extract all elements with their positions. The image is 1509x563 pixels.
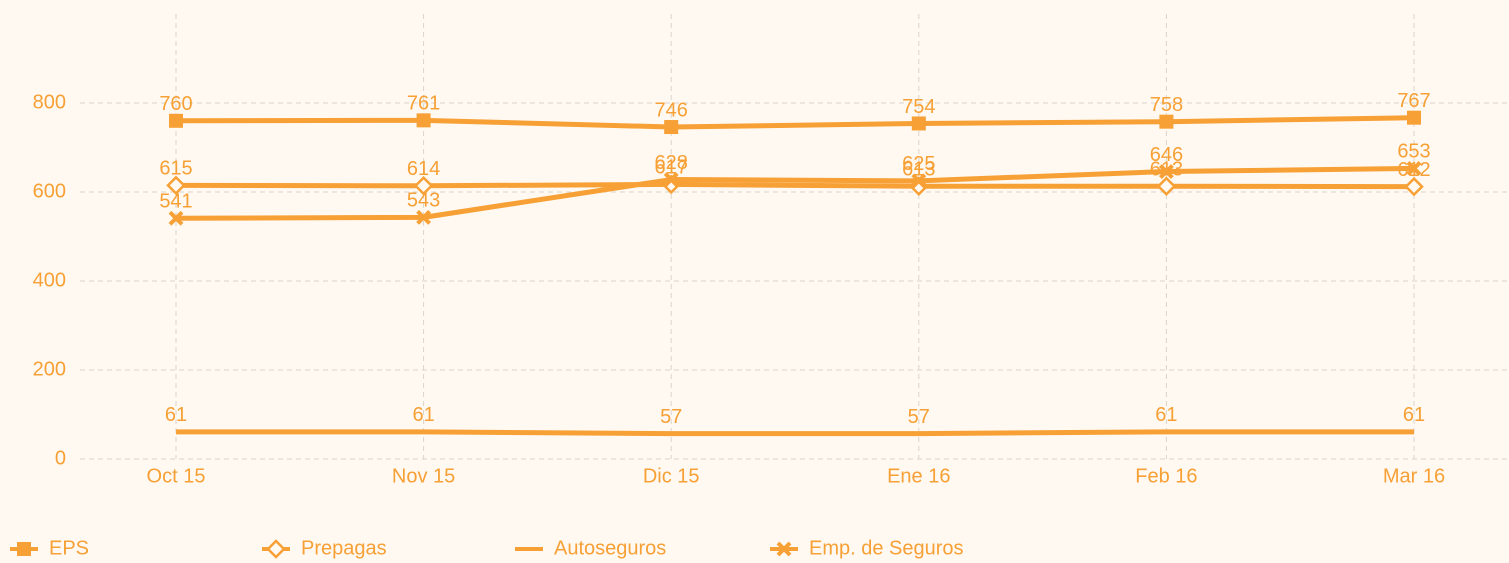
x-tick-label: Ene 16	[887, 465, 950, 487]
marker	[663, 172, 679, 187]
marker	[416, 113, 431, 128]
marker	[1156, 176, 1177, 196]
marker	[1158, 164, 1174, 179]
legend-item: EPS	[10, 537, 89, 559]
data-label: 628	[655, 152, 688, 174]
x-tick-label: Oct 15	[147, 465, 206, 487]
x-tick-label: Feb 16	[1135, 465, 1197, 487]
series-line	[176, 429, 1414, 437]
x-tick-label: Dic 15	[643, 465, 700, 487]
data-label: 61	[165, 404, 187, 426]
y-tick-label: 600	[33, 180, 66, 202]
marker	[1159, 114, 1174, 129]
legend-label: Emp. de Seguros	[809, 537, 964, 559]
marker	[416, 209, 432, 225]
data-label: 653	[1397, 141, 1430, 163]
data-label: 760	[159, 93, 192, 115]
marker	[169, 113, 183, 128]
data-label: 617	[655, 157, 688, 179]
data-label: 57	[660, 406, 682, 428]
marker	[166, 175, 186, 196]
legend-item: Autoseguros	[515, 537, 666, 559]
legend-label: EPS	[49, 537, 89, 559]
marker	[17, 542, 31, 556]
data-label: 754	[902, 96, 935, 118]
legend-label: Autoseguros	[554, 537, 666, 559]
x-tick-label: Nov 15	[392, 465, 455, 487]
data-label: 758	[1150, 94, 1183, 116]
marker	[1406, 161, 1422, 176]
marker	[413, 176, 434, 196]
marker	[911, 173, 927, 189]
series-line	[175, 165, 1415, 221]
data-label: 61	[1155, 404, 1177, 426]
y-tick-label: 400	[33, 269, 66, 291]
legend-item: Prepagas	[262, 537, 387, 559]
data-label: 746	[655, 99, 688, 121]
marker	[168, 210, 184, 226]
y-tick-label: 0	[55, 447, 66, 469]
series-line	[175, 115, 1415, 130]
y-tick-label: 200	[33, 358, 66, 380]
data-label: 61	[1403, 404, 1425, 426]
marker	[776, 541, 792, 557]
data-label: 767	[1397, 90, 1430, 112]
y-tick-label: 800	[33, 91, 66, 113]
data-label: 615	[159, 158, 192, 180]
data-label: 57	[908, 406, 930, 428]
series-line	[175, 181, 1415, 190]
data-label: 541	[159, 191, 192, 213]
data-label: 614	[407, 158, 440, 180]
marker	[911, 116, 926, 131]
x-tick-label: Mar 16	[1383, 465, 1445, 487]
data-label: 613	[902, 158, 935, 180]
marker	[1404, 176, 1424, 197]
data-label: 646	[1150, 144, 1183, 166]
data-label: 61	[412, 404, 434, 426]
legend-item: Emp. de Seguros	[770, 537, 964, 559]
marker	[266, 539, 286, 559]
data-label: 543	[407, 190, 440, 212]
data-label: 761	[407, 93, 440, 115]
marker	[1407, 110, 1421, 125]
marker	[664, 120, 679, 135]
legend-label: Prepagas	[301, 537, 387, 559]
data-label: 625	[902, 153, 935, 175]
